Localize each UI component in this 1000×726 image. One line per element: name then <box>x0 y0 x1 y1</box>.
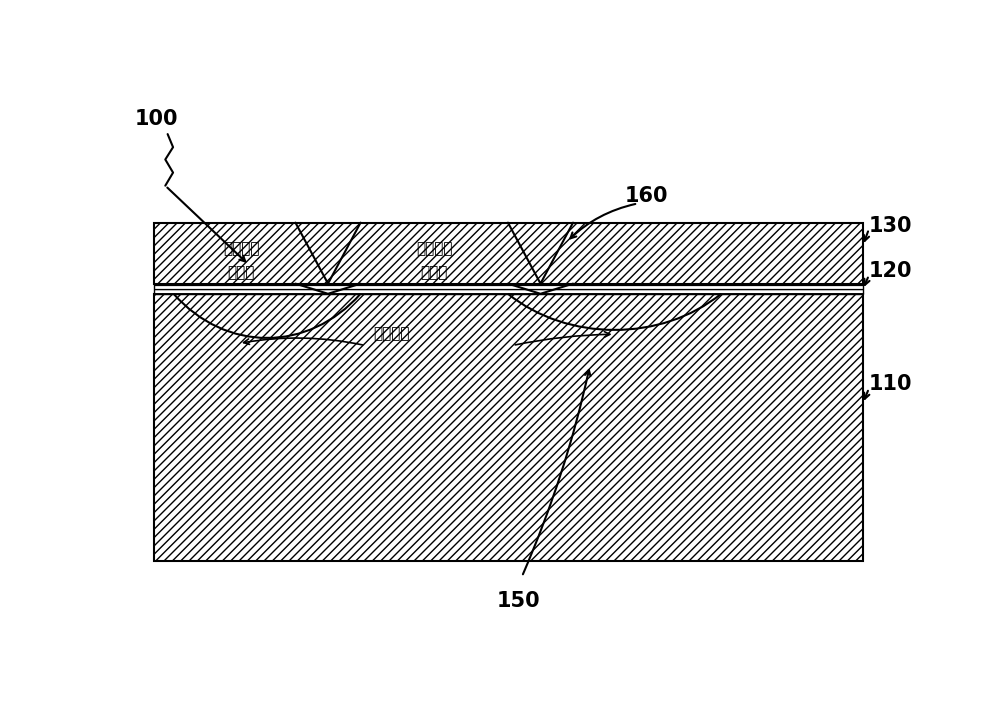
Bar <box>154 284 863 294</box>
Bar <box>154 223 863 284</box>
Text: 120: 120 <box>869 261 912 281</box>
Text: 150: 150 <box>497 591 541 611</box>
Bar <box>154 294 863 561</box>
Text: 氧化物: 氧化物 <box>421 265 448 280</box>
Text: 质罩幕: 质罩幕 <box>228 265 255 280</box>
Text: 110: 110 <box>869 375 912 394</box>
Text: 160: 160 <box>625 186 668 205</box>
Text: 内埋扩散: 内埋扩散 <box>416 241 452 256</box>
Text: 内埋扩散: 内埋扩散 <box>373 327 410 341</box>
Text: 100: 100 <box>134 109 178 129</box>
Text: 氮化硬质: 氮化硬质 <box>223 241 259 256</box>
Text: 130: 130 <box>869 216 912 237</box>
